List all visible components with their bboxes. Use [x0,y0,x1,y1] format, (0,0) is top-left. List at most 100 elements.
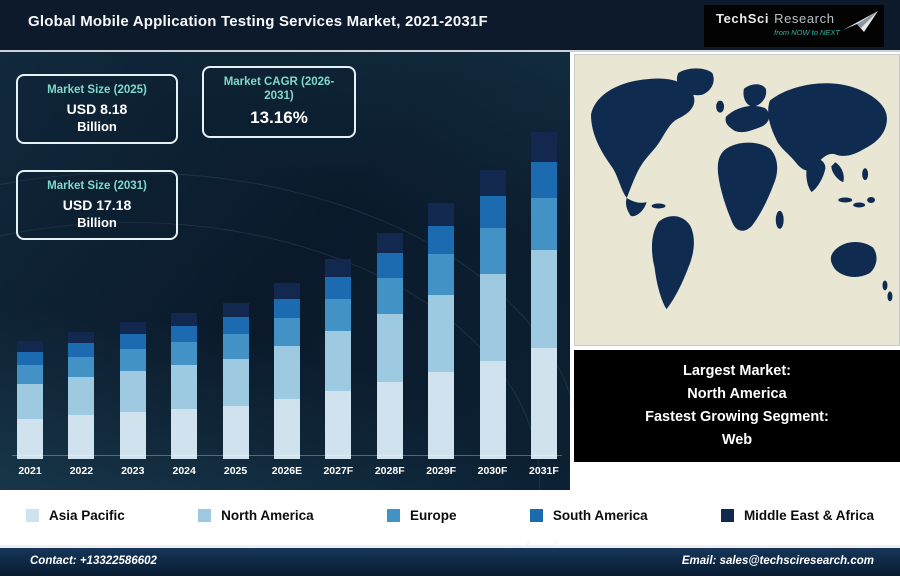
bar-segment-middle-east-africa [222,303,249,317]
stat-label: Market Size (2025) [47,84,147,96]
bar-segment-europe [222,334,249,359]
bar-segment-north-america [479,274,506,361]
page-title: Global Mobile Application Testing Servic… [28,13,488,30]
bar-stack [17,341,43,459]
bar-segment-north-america [273,346,300,399]
stat-unit: Billion [77,118,117,134]
x-axis-label: 2030F [477,465,508,477]
legend-label: Middle East & Africa [743,507,874,523]
x-axis-label: 2028F [374,465,405,477]
bar-segment-middle-east-africa [479,170,506,196]
bar-segment-south-america [68,343,95,357]
bar-segment-asia-pacific [222,406,249,459]
bar-segment-middle-east-africa [428,203,455,226]
fastest-segment-label: Fastest Growing Segment: [645,409,829,425]
bar-segment-middle-east-africa [325,259,352,277]
bar-segment-europe [273,318,300,346]
bar-segment-middle-east-africa [68,332,95,343]
bar-segment-south-america [171,326,198,342]
market-info-box: Largest Market: North America Fastest Gr… [574,350,900,462]
footer: Contact: +13322586602 Email: sales@techs… [0,545,900,576]
legend-item: Asia Pacific [26,508,125,523]
world-map [574,54,900,346]
bar-segment-asia-pacific [325,391,352,459]
bar-segment-south-america [479,196,506,228]
chart-legend: Asia Pacific North America Europe South Ame… [0,490,900,540]
bar-column: 2029F [423,203,459,478]
bar-stack [428,203,455,459]
bar-segment-south-america [428,226,455,254]
bar-segment-south-america [222,317,249,334]
bar-segment-middle-east-africa [17,341,43,352]
email-info: Email: sales@techsciresearch.com [681,555,874,567]
bar-segment-europe [376,278,403,314]
bar-segment-middle-east-africa [119,322,146,334]
contact-info: Contact: +13322586602 [30,555,157,567]
bar-segment-south-america [119,334,146,349]
bar-segment-asia-pacific [68,415,95,459]
bar-segment-north-america [17,384,43,419]
legend-label: North America [221,507,314,523]
bar-segment-asia-pacific [273,399,300,459]
legend-item: Europe [386,508,457,523]
bar-segment-europe [325,299,352,331]
x-axis-label: 2026E [271,465,303,477]
logo: TechSci Research from NOW to NEXT [704,5,884,47]
stat-box-market-cagr: Market CAGR (2026-2031) 13.16% [202,66,356,138]
bar-column: 2026E [269,283,305,478]
legend-label: South America [552,507,648,523]
bar-column: 2031F [526,132,562,478]
bar-segment-europe [68,357,95,377]
bar-column: 2024 [166,313,202,478]
header: Global Mobile Application Testing Servic… [0,0,900,52]
bar-stack [325,259,352,459]
bar-segment-middle-east-africa [171,313,198,326]
bar-segment-north-america [119,371,146,412]
bar-stack [376,233,403,459]
x-axis-label: 2029F [426,465,457,477]
x-axis-label: 2027F [323,465,354,477]
x-axis-label: 2022 [69,465,94,477]
stat-value: USD 8.18 [66,101,128,118]
bar-segment-middle-east-africa [530,132,557,162]
bar-stack [119,322,146,459]
largest-market-label: Largest Market: [683,363,791,380]
bar-column: 2022 [63,332,99,478]
bar-segment-south-america [530,162,557,198]
bar-segment-south-america [376,253,403,278]
bar-segment-europe [171,342,198,365]
bar-column: 2021 [12,341,48,478]
bar-segment-asia-pacific [376,382,403,459]
bar-column: 2027F [320,259,356,478]
chart-panel: Market Size (2025) USD 8.18 Billion Mark… [0,52,580,576]
legend-swatch-icon [529,508,543,522]
bar-segment-north-america [68,377,95,415]
legend-item: Middle East & Africa [720,507,874,523]
legend-item: South America [529,507,648,523]
bar-column: 2028F [372,233,408,478]
bar-segment-europe [17,365,43,384]
bar-segment-south-america [17,352,43,365]
bar-segment-europe [479,228,506,274]
bar-segment-asia-pacific [479,361,506,459]
legend-swatch-icon [26,508,39,522]
bar-segment-north-america [222,359,249,406]
x-axis-label: 2023 [121,465,145,477]
stat-label: Market Size (2031) [47,180,147,192]
x-axis-label: 2024 [172,465,196,477]
bar-stack [171,313,198,459]
bar-stack [479,170,506,459]
x-axis-label: 2025 [223,465,248,477]
legend-label: Asia Pacific [49,507,125,523]
bar-stack [222,303,249,459]
bar-stack [68,332,95,459]
logo-brand-primary: TechSci [716,11,770,26]
bar-segment-asia-pacific [171,409,198,459]
x-axis-label: 2031F [529,465,559,477]
legend-item: North America [198,508,314,523]
bar-segment-south-america [273,299,300,318]
bar-segment-europe [428,254,455,295]
bar-column: 2023 [115,322,151,478]
bar-segment-asia-pacific [119,412,146,459]
